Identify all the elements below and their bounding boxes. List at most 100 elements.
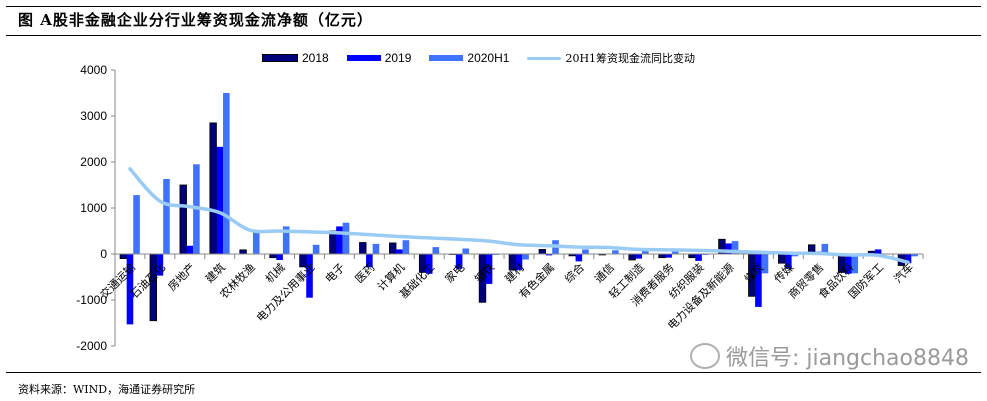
bar-2019 (366, 254, 373, 268)
x-category-label: 建材 (502, 260, 527, 285)
bar-2019 (785, 254, 792, 269)
title-rule (6, 35, 981, 36)
bar-2020h1 (223, 93, 230, 254)
bar-2018 (359, 242, 367, 255)
bar-2019 (126, 254, 134, 325)
legend-swatch-2018 (262, 54, 298, 62)
legend-item-2019: 2019 (346, 51, 412, 65)
legend-swatch-2020h1 (429, 55, 464, 61)
bar-2019 (336, 226, 343, 254)
y-axis: -2000 -1000 0 1000 2000 3000 4000 (76, 63, 116, 353)
bar-2020h1 (791, 254, 799, 257)
bar-2018 (329, 230, 337, 255)
bar-2018 (628, 253, 636, 261)
bar-2020h1 (402, 240, 410, 254)
bar-2020h1 (342, 222, 350, 254)
bar-2018 (119, 253, 128, 259)
bar-2019 (755, 254, 762, 307)
bar-2019 (695, 254, 702, 261)
bar-2019 (515, 254, 523, 271)
yoy-line (128, 167, 910, 265)
bar-2020h1 (282, 226, 290, 254)
bar-2020h1 (252, 231, 260, 254)
y-tick-label: 4000 (80, 63, 107, 77)
bar-2020h1 (163, 179, 170, 254)
x-category-label: 建筑 (202, 260, 227, 285)
bar-2019 (425, 254, 433, 274)
x-category-label: 汽车 (891, 260, 916, 285)
bar-2018 (179, 184, 187, 255)
bar-2019 (156, 254, 164, 276)
bar-2019 (874, 249, 882, 254)
legend-label: 2018 (302, 51, 329, 65)
bar-2019 (665, 254, 672, 258)
bar-2018 (778, 253, 786, 264)
legend-swatch-2019 (346, 55, 381, 61)
x-category-label: 通信 (592, 261, 617, 286)
legend-item-yoy-line: 20H1筹资现金流同比变动 (527, 50, 695, 66)
bar-2020h1 (761, 254, 769, 274)
x-category-label: 房地产 (165, 260, 198, 293)
bar-2019 (186, 245, 194, 254)
bar-2020h1 (851, 254, 859, 274)
bar-2019 (455, 254, 463, 269)
bar-2019 (575, 254, 583, 262)
bar-2020h1 (133, 195, 140, 254)
bottom-rule (6, 372, 981, 373)
y-tick-label: 3000 (80, 109, 107, 123)
bar-2019 (485, 254, 493, 284)
bar-2020h1 (462, 248, 470, 254)
x-category-label: 综合 (562, 260, 587, 285)
figure-title: 图 A股非金融企业分行业筹资现金流净额（亿元） (18, 11, 373, 29)
bar-2018 (239, 249, 247, 255)
y-tick-label: 0 (100, 247, 107, 261)
x-category-label: 传媒 (772, 261, 797, 286)
yoy-change-line (128, 167, 910, 265)
x-axis-labels: 交通运输石油石化房地产 建筑农林牧渔 机械电力及公用事业 电子 医药计算机基础化工 家电钢… (97, 260, 916, 332)
legend-item-2018: 2018 (262, 51, 329, 65)
bar-2020h1 (372, 243, 380, 254)
bar-2018 (688, 253, 696, 259)
bar-2020h1 (731, 241, 739, 254)
legend-swatch-line (527, 56, 562, 60)
wechat-icon (690, 343, 720, 369)
bar-2020h1 (612, 250, 619, 254)
bar-2018 (269, 253, 277, 259)
top-rule (6, 6, 981, 7)
bar-2019 (276, 254, 283, 260)
bar-2019 (306, 254, 313, 298)
chart-legend: 2018 2019 2020H1 20H1筹资现金流同比变动 (262, 50, 713, 66)
bar-2020h1 (582, 249, 589, 254)
bar-2019 (725, 243, 732, 254)
bar-2020h1 (432, 247, 440, 254)
bar-2019 (904, 254, 912, 264)
bar-2019 (545, 254, 553, 256)
legend-label: 2020H1 (467, 51, 510, 65)
x-category-label: 钢铁 (472, 261, 497, 286)
x-category-label: 家电 (442, 260, 467, 285)
bar-2018 (658, 253, 666, 259)
bar-2020h1 (821, 243, 829, 254)
x-category-label: 机械 (262, 260, 287, 285)
bar-2020h1 (522, 254, 529, 260)
watermark: 微信号: jiangchao8848 (690, 340, 969, 372)
y-tick-label: 2000 (80, 155, 107, 169)
bar-2020h1 (312, 244, 320, 254)
x-category-label: 医药 (353, 261, 378, 286)
bar-2018 (389, 242, 397, 255)
legend-item-2020h1: 2020H1 (429, 51, 509, 65)
bar-2019 (396, 249, 403, 254)
bar-2019 (216, 146, 224, 254)
bar-2019 (844, 254, 852, 274)
bar-2019 (635, 254, 642, 259)
watermark-text: 微信号: jiangchao8848 (726, 346, 969, 371)
bar-2018 (209, 122, 217, 255)
y-tick-label: -2000 (76, 339, 107, 353)
bar-2020h1 (641, 250, 649, 254)
legend-label: 20H1筹资现金流同比变动 (565, 52, 696, 65)
bar-2020h1 (911, 254, 918, 257)
legend-label: 2019 (384, 51, 412, 65)
source-note: 资料来源：WIND，海通证券研究所 (18, 383, 196, 396)
y-tick-label: -1000 (76, 293, 107, 307)
